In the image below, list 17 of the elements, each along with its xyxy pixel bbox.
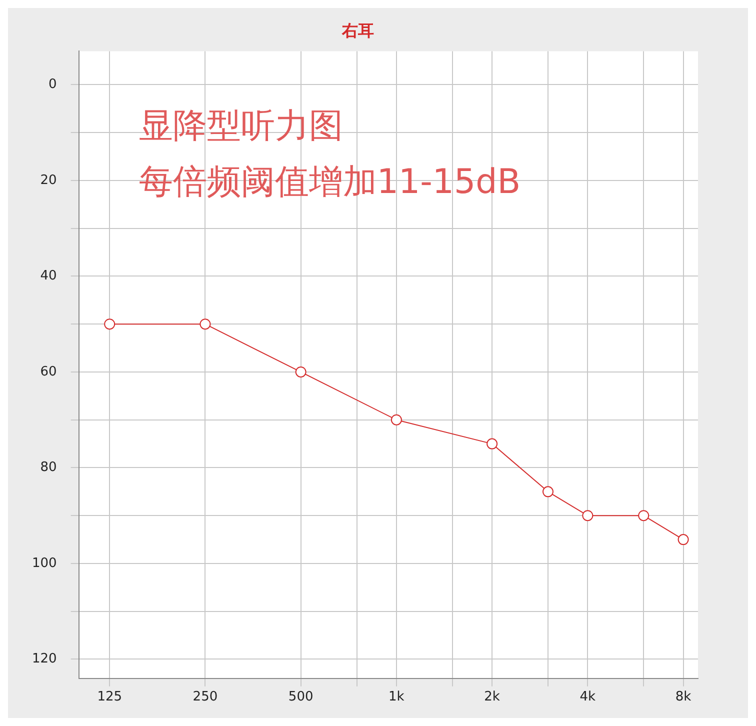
y-tick-label: 20 xyxy=(40,172,57,188)
annotation: 每倍频阈值增加11-15dB xyxy=(138,162,521,202)
x-tick-label: 1k xyxy=(388,690,405,705)
y-tick-label: 80 xyxy=(40,460,57,476)
y-tick-label: 120 xyxy=(32,652,57,667)
y-tick-label: 0 xyxy=(48,77,57,92)
x-tick-label: 8k xyxy=(675,690,692,705)
x-tick-label: 2k xyxy=(484,690,500,705)
y-tick-label: 100 xyxy=(32,556,57,571)
x-tick-label: 500 xyxy=(288,690,314,705)
y-tick-label: 40 xyxy=(40,268,57,284)
x-tick-label: 4k xyxy=(580,690,596,705)
x-tick-label: 125 xyxy=(97,690,122,705)
annotation: 显降型听力图 xyxy=(138,106,343,146)
x-tick-label: 250 xyxy=(192,690,218,705)
chart-title: 右耳 xyxy=(341,20,374,40)
y-tick-label: 60 xyxy=(40,364,57,380)
